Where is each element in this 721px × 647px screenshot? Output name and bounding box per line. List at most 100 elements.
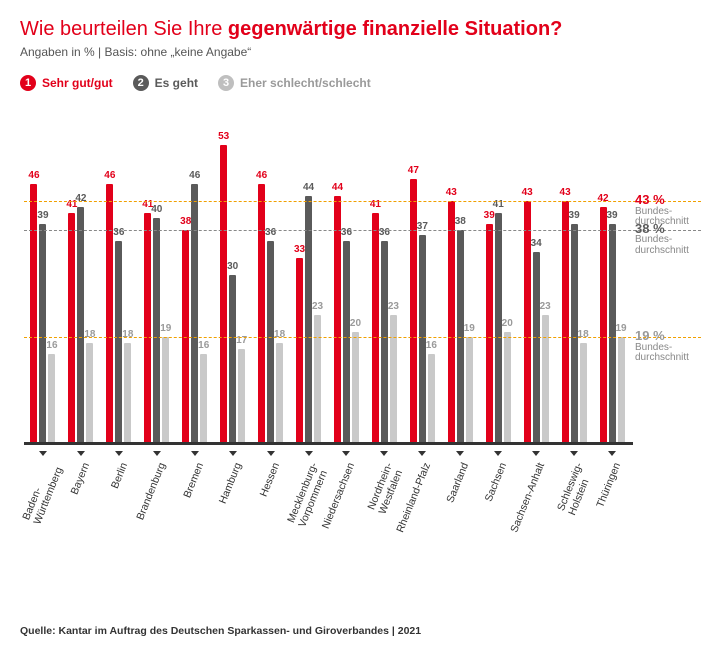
- title-bold: gegenwärtige finanzielle Situation?: [228, 18, 562, 40]
- bar: 19: [162, 337, 169, 445]
- bar-group: 44 3620: [328, 105, 366, 445]
- x-label-slot: Baden-Württemberg: [24, 451, 62, 561]
- bar-value-label: 39: [569, 210, 580, 221]
- bar-value-label: 19: [464, 323, 475, 334]
- x-label-slot: Rheinland-Pfalz: [403, 451, 441, 561]
- x-axis-label: Baden-Württemberg: [20, 461, 65, 526]
- bar-value-label: 23: [540, 301, 551, 312]
- bar-value-label: 46: [189, 170, 200, 181]
- x-label-slot: Bayern: [62, 451, 100, 561]
- bar-group: 463916: [24, 105, 62, 445]
- x-axis-label: Saarland: [445, 461, 472, 504]
- bar-value-label: 46: [104, 170, 115, 181]
- bar: 16: [428, 354, 435, 445]
- bar-value-label: 16: [426, 340, 437, 351]
- bar-value-label: 42: [75, 193, 86, 204]
- bar-value-label: 44: [332, 182, 343, 193]
- x-label-slot: Bremen: [176, 451, 214, 561]
- bar-value-label: 43: [560, 187, 571, 198]
- reference-line: [24, 337, 701, 338]
- bar-group: 46 36 18: [252, 105, 290, 445]
- legend: 1Sehr gut/gut 2Es geht 3Eher schlecht/schl…: [20, 75, 701, 91]
- bar-group: 394120: [479, 105, 517, 445]
- bar: 39: [39, 224, 46, 445]
- x-axis-label: Berlin: [109, 461, 130, 490]
- legend-label: Sehr gut/gut: [42, 76, 113, 90]
- bar-value-label: 20: [350, 318, 361, 329]
- bar: 23: [542, 315, 549, 445]
- bar-value-label: 33: [294, 244, 305, 255]
- x-label-slot: Niedersachsen: [328, 451, 366, 561]
- bar: 39: [486, 224, 493, 445]
- bar: 41: [372, 213, 379, 445]
- bar: 36: [381, 241, 388, 445]
- bar-group: 463618: [100, 105, 138, 445]
- bar: 16: [200, 354, 207, 445]
- x-label-slot: Sachsen: [479, 451, 517, 561]
- bar: 17: [238, 349, 245, 445]
- bar-value-label: 47: [408, 165, 419, 176]
- x-label-slot: Nordrhein-Westfalen: [365, 451, 403, 561]
- x-axis-label: Sachsen: [483, 461, 509, 503]
- x-label-slot: Sachsen-Anhalt: [517, 451, 555, 561]
- chart: 4639164142184636184140193846165330174636…: [24, 105, 631, 561]
- axis-tick-icon: [115, 451, 123, 456]
- x-axis-labels: Baden-WürttembergBayern Berlin Brandenburg…: [24, 451, 631, 561]
- chart-plot-area: 4639164142184636184140193846165330174636…: [24, 105, 631, 445]
- x-axis: [24, 442, 633, 445]
- bar-value-label: 46: [256, 170, 267, 181]
- bar: 30: [229, 275, 236, 445]
- bar-value-label: 41: [493, 199, 504, 210]
- axis-tick-icon: [494, 451, 502, 456]
- bar-group: 43 39 18: [555, 105, 593, 445]
- bar: 41: [68, 213, 75, 445]
- x-axis-label: Bayern: [68, 461, 92, 496]
- bar: 41: [144, 213, 151, 445]
- legend-item: 3Eher schlecht/schlecht: [218, 75, 371, 91]
- chart-title: Wie beurteilen Sie Ihre gegenwärtige fin…: [20, 18, 701, 41]
- bar: 47: [410, 179, 417, 445]
- bar: 36: [343, 241, 350, 445]
- reference-line: [24, 230, 701, 231]
- bar-value-label: 39: [484, 210, 495, 221]
- bar-value-label: 40: [151, 204, 162, 215]
- bar-value-label: 36: [379, 227, 390, 238]
- legend-label: Es geht: [155, 76, 198, 90]
- bar-value-label: 36: [265, 227, 276, 238]
- bar: 42: [600, 207, 607, 445]
- bar-value-label: 20: [502, 318, 513, 329]
- legend-label: Eher schlecht/schlecht: [240, 76, 371, 90]
- bar-value-label: 19: [615, 323, 626, 334]
- bar-group: 433423: [517, 105, 555, 445]
- bar-value-label: 18: [84, 329, 95, 340]
- bar: 20: [504, 332, 511, 445]
- bar-value-label: 41: [370, 199, 381, 210]
- bar-value-label: 23: [312, 301, 323, 312]
- bar-value-label: 18: [578, 329, 589, 340]
- legend-item: 2Es geht: [133, 75, 198, 91]
- bar: 43: [448, 201, 455, 445]
- axis-tick-icon: [39, 451, 47, 456]
- x-label-slot: Mecklenburg-Vorpommern: [290, 451, 328, 561]
- bar: 18: [86, 343, 93, 445]
- bar: 41: [495, 213, 502, 445]
- axis-tick-icon: [153, 451, 161, 456]
- bar-value-label: 23: [388, 301, 399, 312]
- x-axis-label: Hamburg: [216, 461, 243, 506]
- bar-group: 433819: [441, 105, 479, 445]
- axis-tick-icon: [267, 451, 275, 456]
- bar: 18: [580, 343, 587, 445]
- bar-value-label: 43: [446, 187, 457, 198]
- legend-item: 1Sehr gut/gut: [20, 75, 113, 91]
- bar: 16: [48, 354, 55, 445]
- bar-value-label: 44: [303, 182, 314, 193]
- bar-groups: 4639164142184636184140193846165330174636…: [24, 105, 631, 445]
- bar: 37: [419, 235, 426, 445]
- x-label-slot: Brandenburg: [138, 451, 176, 561]
- bar-group: 533017: [214, 105, 252, 445]
- bar: 18: [276, 343, 283, 445]
- bar: 33: [296, 258, 303, 445]
- bar: 44: [305, 196, 312, 445]
- bar-value-label: 16: [46, 340, 57, 351]
- bar: 20: [352, 332, 359, 445]
